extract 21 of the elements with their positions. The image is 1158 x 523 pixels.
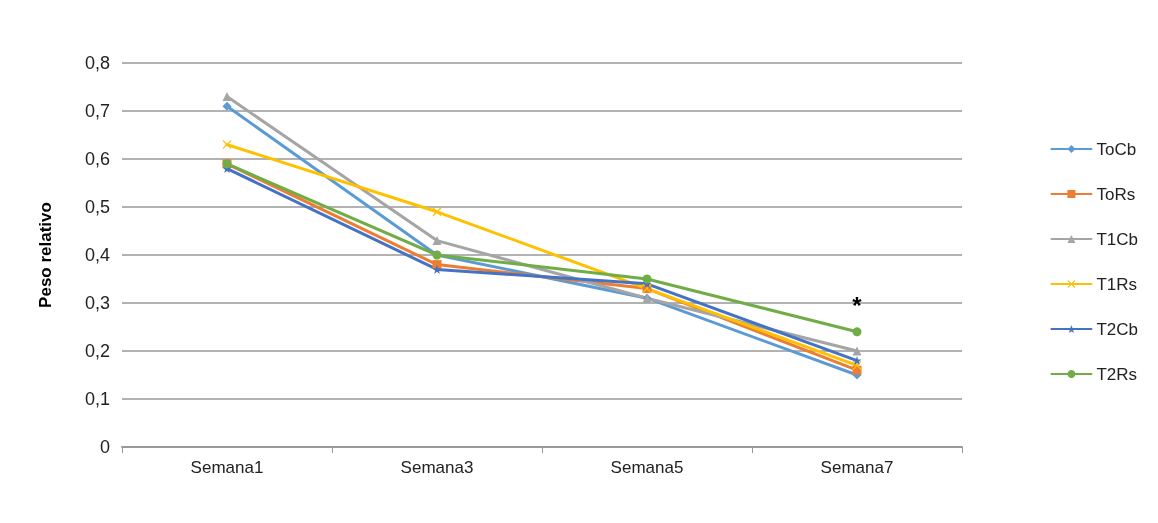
x-tick-label: Semana1	[190, 458, 264, 477]
y-tick-label: 0,6	[84, 149, 110, 169]
legend-label: ToCb	[1096, 139, 1137, 159]
y-tick-label: 0,7	[84, 101, 110, 121]
x-tick-label: Semana7	[820, 458, 894, 477]
y-tick-label: 0,1	[84, 389, 110, 409]
y-tick-label: 0	[99, 437, 110, 457]
legend-label: T2Cb	[1096, 319, 1139, 339]
legend-label: ToRs	[1096, 184, 1136, 204]
x-tick-label: Semana3	[400, 458, 474, 477]
y-tick-label: 0,2	[84, 341, 110, 361]
legend-label: T1Rs	[1096, 274, 1138, 294]
x-tick-label: Semana5	[610, 458, 684, 477]
y-tick-label: 0,4	[84, 245, 110, 265]
y-axis-title: Peso relativo	[36, 202, 55, 308]
y-tick-label: 0,8	[84, 53, 110, 73]
annotation: *	[852, 292, 863, 320]
y-tick-label: 0,3	[84, 293, 110, 313]
legend-label: T2Rs	[1096, 364, 1138, 384]
legend-label: T1Cb	[1096, 229, 1139, 249]
y-tick-label: 0,5	[84, 197, 110, 217]
